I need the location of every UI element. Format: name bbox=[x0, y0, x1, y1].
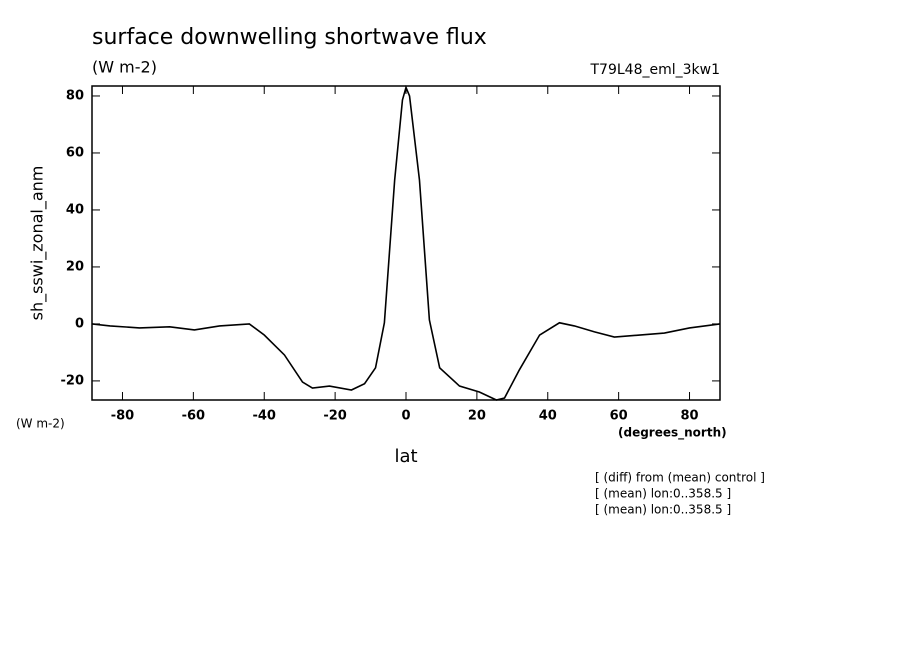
x-tick-label: 0 bbox=[401, 409, 410, 424]
x-tick-label: 40 bbox=[539, 409, 557, 424]
chart-subtitle: (W m-2) bbox=[92, 58, 157, 77]
y-tick-label: 60 bbox=[66, 145, 84, 160]
note: [ (mean) lon:0..358.5 ] bbox=[595, 487, 731, 501]
note: [ (diff) from (mean) control ] bbox=[595, 471, 765, 485]
x-axis-label: lat bbox=[394, 446, 417, 467]
chart-title: surface downwelling shortwave flux bbox=[92, 25, 487, 50]
y-units: (W m-2) bbox=[16, 417, 65, 431]
y-tick-label: 0 bbox=[75, 316, 84, 331]
y-tick-label: 80 bbox=[66, 88, 84, 103]
x-tick-label: 20 bbox=[468, 409, 486, 424]
x-tick-label: -20 bbox=[323, 409, 347, 424]
x-tick-label: -40 bbox=[252, 409, 276, 424]
y-tick-label: 40 bbox=[66, 202, 84, 217]
y-tick-label: 20 bbox=[66, 259, 84, 274]
note: [ (mean) lon:0..358.5 ] bbox=[595, 503, 731, 517]
run-label: T79L48_eml_3kw1 bbox=[590, 62, 721, 78]
y-axis-label: sh_sswi_zonal_anm bbox=[28, 166, 48, 321]
x-tick-label: -60 bbox=[182, 409, 206, 424]
x-units: (degrees_north) bbox=[618, 426, 727, 441]
x-tick-label: -80 bbox=[111, 409, 135, 424]
y-tick-label: -20 bbox=[61, 373, 85, 388]
x-tick-label: 60 bbox=[610, 409, 628, 424]
x-tick-label: 80 bbox=[680, 409, 698, 424]
data-line bbox=[91, 84, 721, 401]
